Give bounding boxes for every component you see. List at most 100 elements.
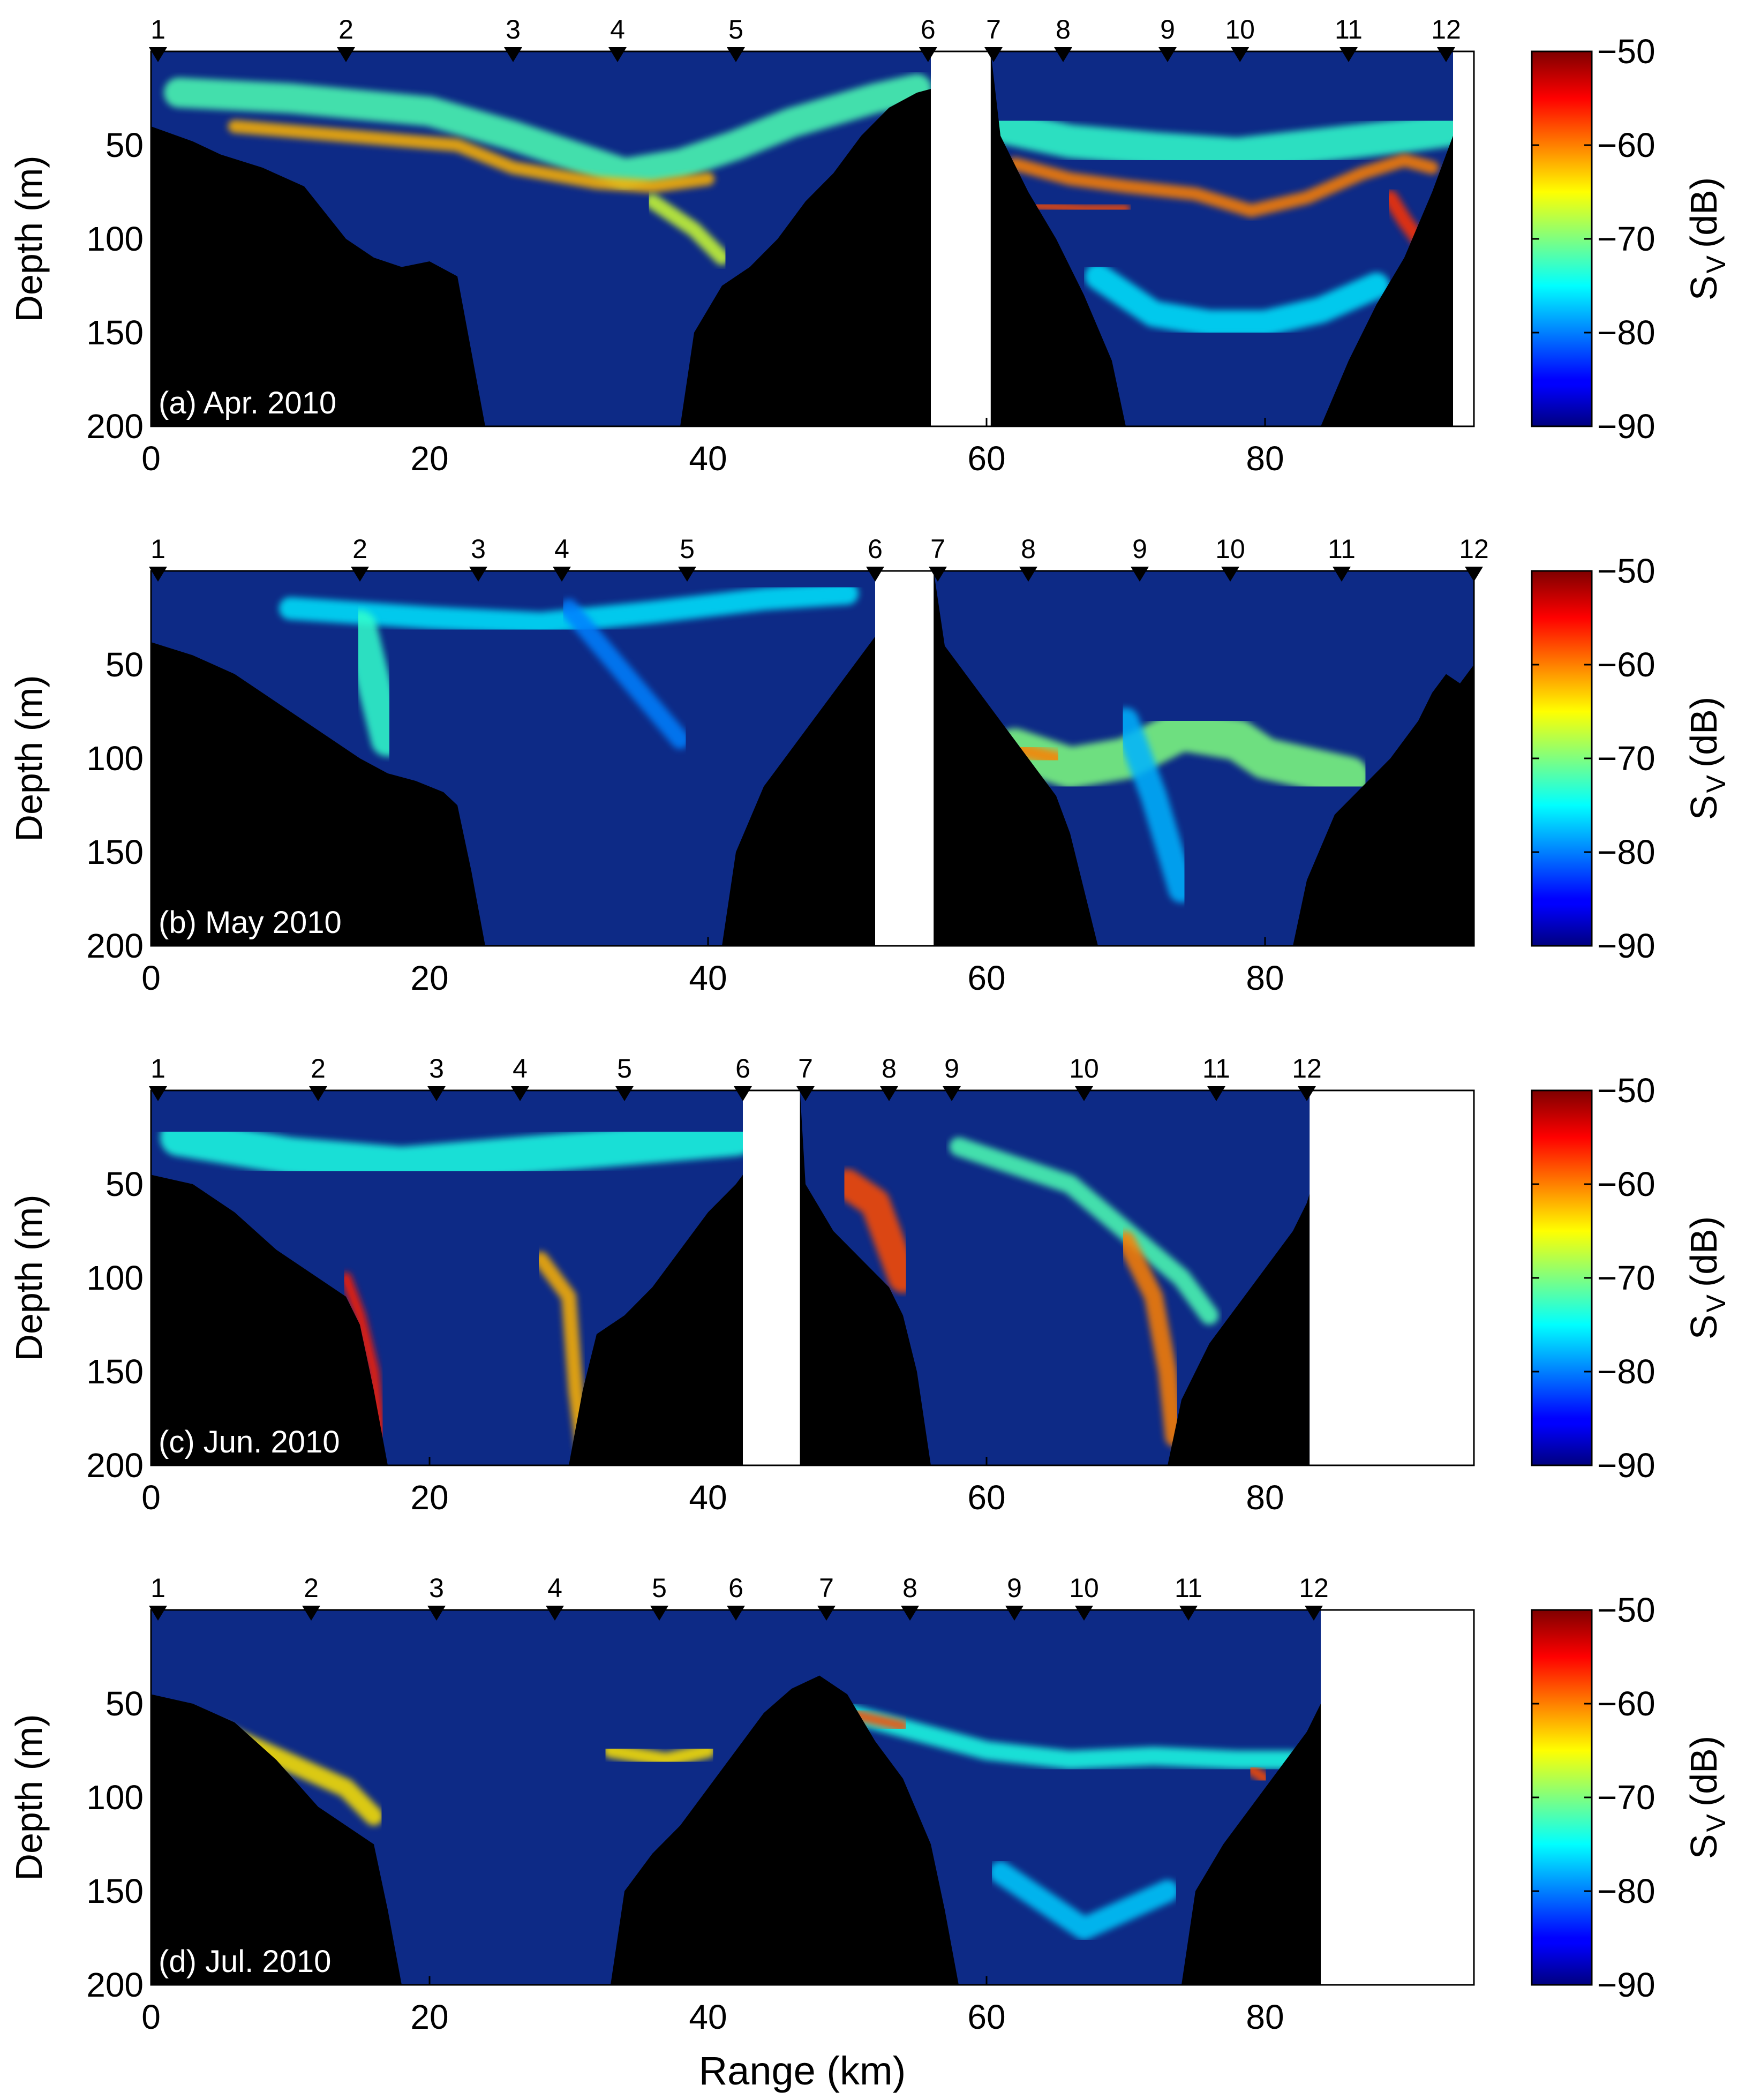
station-label-a-11: 11 (1335, 14, 1363, 44)
station-marker-d-2 (302, 1606, 320, 1621)
colorbar-tick-label-b-80: −80 (1597, 833, 1655, 871)
echogram-a (151, 51, 1474, 426)
station-marker-a-4 (608, 47, 627, 62)
colorbar-tick-label-a-50: −50 (1597, 32, 1655, 71)
colorbar-tick-label-b-60: −60 (1597, 645, 1655, 684)
station-label-b-2: 2 (352, 534, 367, 564)
station-label-b-7: 7 (930, 534, 945, 564)
y-tick-label-c-200: 200 (86, 1446, 144, 1485)
station-marker-a-5 (727, 47, 745, 62)
y-axis-label-d: Depth (m) (8, 1714, 50, 1880)
scattering-layer-a-5 (1007, 153, 1439, 217)
x-tick-label-a-0: 0 (141, 439, 161, 478)
scattering-layer-b-7 (1112, 707, 1195, 903)
station-label-b-3: 3 (471, 534, 486, 564)
station-marker-c-3 (427, 1086, 446, 1101)
station-marker-b-4 (553, 567, 571, 582)
no-data-gap-a-2 (1453, 51, 1474, 426)
colorbar-tick-label-d-70: −70 (1597, 1778, 1655, 1817)
station-label-a-6: 6 (921, 14, 936, 44)
panel-c: 0 20 40 60 80 50 100 150 200 Depth (m) (c) Jun. 20… (8, 1053, 1731, 1517)
seabed-b (151, 571, 1474, 946)
station-label-b-12: 12 (1459, 534, 1489, 564)
station-marker-a-3 (504, 47, 522, 62)
station-marker-c-5 (615, 1086, 634, 1101)
seabed-d (151, 1675, 1321, 1985)
station-marker-b-1 (149, 567, 167, 582)
station-label-a-10: 10 (1225, 14, 1255, 44)
station-label-a-8: 8 (1056, 14, 1071, 44)
colorbar-tick-label-b-70: −70 (1597, 739, 1655, 778)
station-label-a-1: 1 (150, 14, 165, 44)
station-label-b-5: 5 (680, 534, 695, 564)
panel-label-c: (c) Jun. 2010 (159, 1425, 340, 1459)
scattering-layer-c-4 (832, 1169, 918, 1293)
station-label-a-2: 2 (338, 14, 353, 44)
y-tick-label-a-200: 200 (86, 407, 144, 446)
scattering-layer-b-4 (994, 710, 1369, 798)
colorbar-tick-label-c-70: −70 (1597, 1259, 1655, 1297)
x-tick-label-b-40: 40 (689, 959, 727, 997)
colorbar-label-c: SV(dB) (1683, 1216, 1731, 1339)
station-marker-c-6 (734, 1086, 752, 1101)
colorbar-tick-label-c-60: −60 (1597, 1165, 1655, 1203)
scattering-layer-a-1 (164, 74, 932, 189)
scattering-layer-c-6 (1116, 1231, 1184, 1447)
x-tick-label-c-80: 80 (1246, 1478, 1284, 1517)
station-label-c-1: 1 (150, 1053, 165, 1083)
scattering-layer-c-5 (949, 1137, 1219, 1325)
station-marker-a-1 (149, 47, 167, 62)
station-marker-c-10 (1075, 1086, 1093, 1101)
no-data-gap-c-1 (743, 1090, 800, 1465)
y-tick-label-c-50: 50 (106, 1165, 144, 1203)
colorbar-label-b: SV(dB) (1683, 697, 1731, 820)
colorbar-tick-label-b-90: −90 (1597, 927, 1655, 965)
scattering-layer-a-3 (645, 194, 729, 265)
y-axis-label-a: Depth (m) (8, 155, 50, 322)
colorbar-tick-label-c-90: −90 (1597, 1446, 1655, 1485)
x-tick-label-a-40: 40 (689, 439, 727, 478)
colorbar-tick-label-d-50: −50 (1597, 1591, 1655, 1629)
station-marker-a-7 (984, 47, 1003, 62)
station-label-d-6: 6 (728, 1573, 743, 1603)
station-marker-a-10 (1231, 47, 1250, 62)
colorbar-a: −50 −60 −70 −80 −90 SV(dB) (1531, 32, 1731, 446)
y-tick-label-c-100: 100 (86, 1259, 144, 1297)
station-label-b-6: 6 (868, 534, 883, 564)
station-marker-b-11 (1333, 567, 1351, 582)
station-marker-b-3 (469, 567, 487, 582)
station-label-b-8: 8 (1021, 534, 1036, 564)
station-label-d-5: 5 (652, 1573, 667, 1603)
scattering-layer-d-6 (1245, 1764, 1271, 1785)
y-tick-label-d-50: 50 (106, 1684, 144, 1723)
no-data-gap-a-1 (931, 51, 991, 426)
scattering-layer-a-6 (1024, 200, 1131, 214)
station-label-a-3: 3 (506, 14, 521, 44)
colorbar-tick-label-b-50: −50 (1597, 552, 1655, 590)
colorbar-tick-label-a-80: −80 (1597, 313, 1655, 352)
y-tick-label-b-50: 50 (106, 645, 144, 684)
x-tick-label-d-40: 40 (689, 1998, 727, 2036)
station-label-b-11: 11 (1328, 534, 1356, 564)
y-tick-label-a-100: 100 (86, 220, 144, 258)
colorbar-tick-label-c-50: −50 (1597, 1071, 1655, 1110)
y-tick-label-a-150: 150 (86, 313, 144, 352)
x-tick-label-a-80: 80 (1246, 439, 1284, 478)
station-label-d-8: 8 (902, 1573, 917, 1603)
panel-d: 0 20 40 60 80 50 100 150 200 Depth (m) (d) Jul. 20… (8, 1573, 1731, 2036)
colorbar-tick-label-c-80: −80 (1597, 1352, 1655, 1391)
station-marker-d-3 (427, 1606, 446, 1621)
seabed-a (151, 51, 1453, 426)
colorbar-tick-label-d-90: −90 (1597, 1966, 1655, 2004)
station-marker-a-6 (919, 47, 937, 62)
colorbar-b: −50 −60 −70 −80 −90 SV(dB) (1531, 552, 1731, 965)
station-marker-b-6 (866, 567, 884, 582)
station-marker-c-8 (880, 1086, 898, 1101)
x-tick-label-c-20: 20 (410, 1478, 448, 1517)
panel-label-b: (b) May 2010 (159, 905, 342, 940)
y-tick-label-b-150: 150 (86, 833, 144, 871)
x-tick-label-a-20: 20 (410, 439, 448, 478)
seabed-c (151, 1090, 1310, 1465)
station-marker-d-4 (546, 1606, 564, 1621)
scattering-layer-b-2 (343, 610, 405, 757)
